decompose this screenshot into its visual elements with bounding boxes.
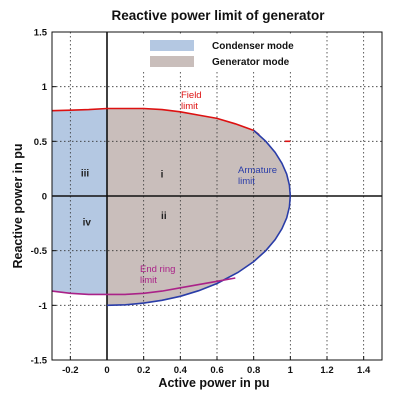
legend-condenser-mode-swatch [150,40,194,51]
legend-condenser-mode-label: Condenser mode [212,41,294,52]
field-limit-curve [51,107,260,136]
y-tick-label: 0.5 [34,137,48,148]
y-tick-label: -0.5 [31,246,48,257]
legend-generator-mode-swatch [150,56,194,67]
x-tick-label: -0.2 [62,365,78,376]
armature-limit-label: Armature limit [238,165,277,187]
x-axis-label: Active power in pu [158,376,269,390]
field-limit-label: Field limit [181,90,202,112]
y-tick-label: -1 [39,301,48,312]
region-label-iii: iii [81,169,90,180]
x-tick-label: 0.6 [210,365,223,376]
chart-title: Reactive power limit of generator [111,8,325,23]
legend-generator-mode-label: Generator mode [212,57,290,68]
end-ring-limit-curve [51,277,236,296]
x-tick-label: 0.8 [247,365,260,376]
region-label-ii: ii [161,211,167,222]
armature-limit-curve [106,129,292,307]
x-tick-label: 1.2 [320,365,333,376]
y-tick-label: 1 [42,82,48,93]
condenser-mode-area [52,108,107,295]
y-tick-label: 1.5 [34,28,48,39]
x-tick-label: 1.4 [357,365,371,376]
x-tick-label: 0.2 [137,365,150,376]
generator-mode-area [107,108,291,306]
y-tick-label: -1.5 [31,356,48,367]
x-tick-label: 1 [288,365,294,376]
x-tick-label: 0 [104,365,109,376]
end-ring-limit-label: End ring limit [140,264,175,286]
y-tick-label: 0 [42,192,47,203]
x-tick-label: 0.4 [174,365,188,376]
y-axis-label: Reactive power in pu [11,143,25,268]
region-label-iv: iv [83,218,92,229]
region-label-i: i [161,170,164,181]
